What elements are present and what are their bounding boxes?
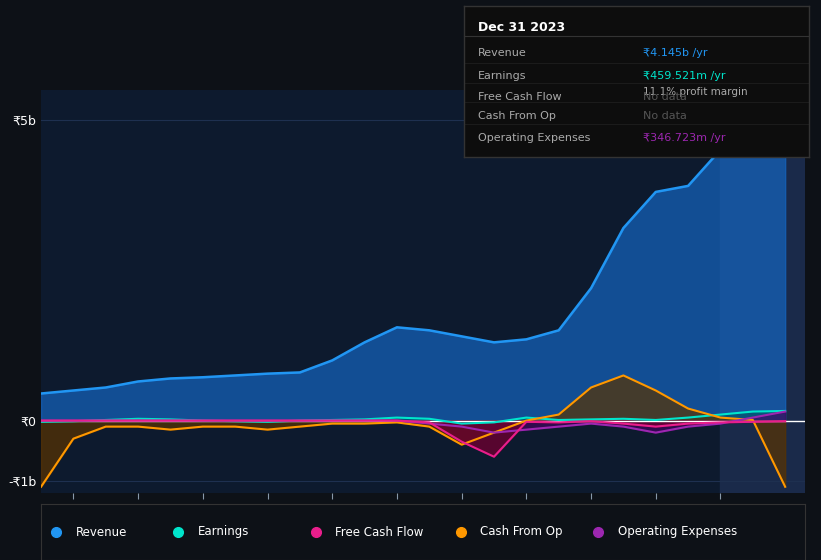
Text: No data: No data [643,111,687,122]
Text: Cash From Op: Cash From Op [480,525,562,539]
Text: ₹4.145b /yr: ₹4.145b /yr [643,48,708,58]
Text: No data: No data [643,92,687,102]
Bar [721,90,805,493]
Text: Free Cash Flow: Free Cash Flow [335,525,424,539]
Text: Free Cash Flow: Free Cash Flow [478,92,562,102]
Text: Revenue: Revenue [76,525,126,539]
Text: ₹346.723m /yr: ₹346.723m /yr [643,133,726,143]
Text: Operating Expenses: Operating Expenses [478,133,590,143]
Text: 11.1% profit margin: 11.1% profit margin [643,87,748,97]
Text: Cash From Op: Cash From Op [478,111,556,122]
Text: ₹459.521m /yr: ₹459.521m /yr [643,71,726,81]
Text: Dec 31 2023: Dec 31 2023 [478,21,565,34]
Text: Operating Expenses: Operating Expenses [617,525,736,539]
Text: Earnings: Earnings [478,71,526,81]
Text: Revenue: Revenue [478,48,526,58]
Text: Earnings: Earnings [198,525,249,539]
